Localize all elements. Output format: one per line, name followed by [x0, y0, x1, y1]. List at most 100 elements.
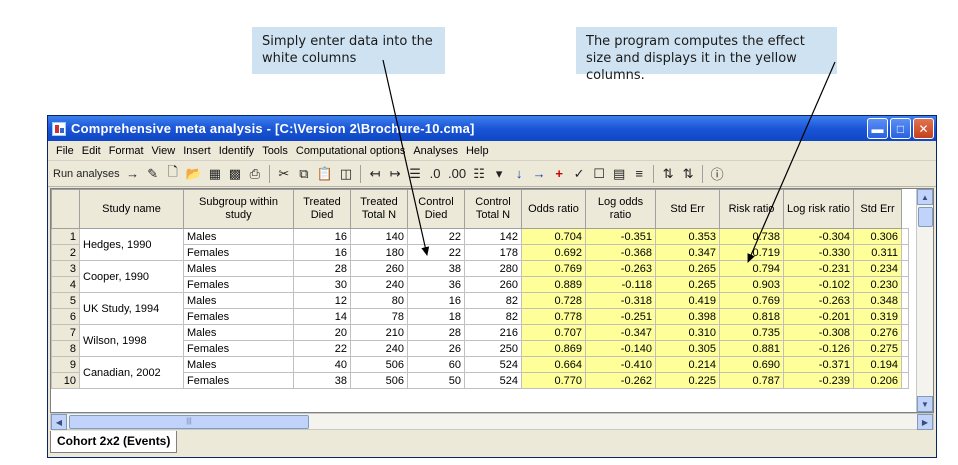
cell-blank[interactable] — [901, 244, 909, 261]
cell-treated-died[interactable]: 30 — [293, 276, 351, 293]
scroll-right-icon[interactable]: ▶ — [917, 414, 933, 430]
cell-blank[interactable] — [901, 340, 909, 357]
cell-log-risk-ratio[interactable]: -0.231 — [783, 260, 854, 277]
tab-cohort-2x2[interactable]: Cohort 2x2 (Events) — [50, 431, 178, 453]
cell-log-odds-ratio[interactable]: -0.118 — [585, 276, 656, 293]
remove-decimals-icon[interactable]: .00 — [448, 166, 467, 181]
cell-odds-ratio[interactable]: 0.769 — [521, 260, 586, 277]
row-number[interactable]: 7 — [51, 324, 80, 341]
cell-std-err[interactable]: 0.347 — [655, 244, 720, 261]
align-icon[interactable]: ≡ — [635, 166, 643, 181]
cell-study-name[interactable]: Cooper, 1990 — [79, 260, 184, 293]
arrow-right-icon[interactable]: → — [126, 166, 140, 181]
cell-risk-ratio[interactable]: 0.735 — [719, 324, 784, 341]
cell-study-name[interactable]: Hedges, 1990 — [79, 228, 184, 261]
plus-icon[interactable]: + — [555, 166, 563, 181]
col-header-std-err[interactable]: Std Err — [655, 189, 720, 229]
cell-treated-total[interactable]: 506 — [350, 356, 408, 373]
add-decimals-icon[interactable]: .0 — [429, 166, 441, 181]
row-number[interactable]: 9 — [51, 356, 80, 373]
cell-subgroup[interactable]: Males — [183, 228, 294, 245]
col-header-control-total[interactable]: Control Total N — [464, 189, 522, 229]
cell-std-err[interactable]: 0.305 — [655, 340, 720, 357]
cell-std-err-2[interactable]: 0.276 — [853, 324, 902, 341]
cell-treated-total[interactable]: 80 — [350, 292, 408, 309]
cell-std-err-2[interactable]: 0.311 — [853, 244, 902, 261]
increase-indent-icon[interactable]: ↦ — [389, 165, 401, 181]
cell-study-name[interactable]: Canadian, 2002 — [79, 356, 184, 389]
cell-log-odds-ratio[interactable]: -0.140 — [585, 340, 656, 357]
cell-control-died[interactable]: 18 — [407, 308, 465, 325]
sort-descending-icon[interactable]: ⇅ — [682, 165, 694, 181]
cell-log-risk-ratio[interactable]: -0.201 — [783, 308, 854, 325]
cell-treated-died[interactable]: 22 — [293, 340, 351, 357]
cell-treated-total[interactable]: 240 — [350, 276, 408, 293]
decrease-indent-icon[interactable]: ↤ — [369, 165, 381, 181]
col-header-std-err-2[interactable]: Std Err — [853, 189, 902, 229]
menu-help[interactable]: Help — [465, 144, 489, 157]
cell-odds-ratio[interactable]: 0.770 — [521, 372, 586, 389]
cell-control-died[interactable]: 36 — [407, 276, 465, 293]
copy-icon[interactable]: ⧉ — [299, 165, 309, 181]
cell-study-name[interactable]: Wilson, 1998 — [79, 324, 184, 357]
cell-subgroup[interactable]: Females — [183, 276, 294, 293]
cell-control-total[interactable]: 142 — [464, 228, 522, 245]
row-number[interactable]: 3 — [51, 260, 80, 277]
cell-control-died[interactable]: 22 — [407, 244, 465, 261]
cell-subgroup[interactable]: Males — [183, 324, 294, 341]
cell-blank[interactable] — [901, 292, 909, 309]
cell-subgroup[interactable]: Females — [183, 244, 294, 261]
cell-control-died[interactable]: 16 — [407, 292, 465, 309]
cell-treated-total[interactable]: 260 — [350, 260, 408, 277]
cell-log-odds-ratio[interactable]: -0.351 — [585, 228, 656, 245]
cell-study-name[interactable]: UK Study, 1994 — [79, 292, 184, 325]
row-number[interactable]: 4 — [51, 276, 80, 293]
cell-risk-ratio[interactable]: 0.881 — [719, 340, 784, 357]
print-icon[interactable]: ⎙ — [249, 165, 261, 181]
cell-treated-died[interactable]: 16 — [293, 244, 351, 261]
cell-treated-died[interactable]: 40 — [293, 356, 351, 373]
open-folder-icon[interactable]: 📂 — [185, 165, 202, 181]
cell-subgroup[interactable]: Females — [183, 372, 294, 389]
cell-risk-ratio[interactable]: 0.794 — [719, 260, 784, 277]
list-icon[interactable]: ▤ — [612, 165, 626, 181]
cell-blank[interactable] — [901, 308, 909, 325]
cell-std-err[interactable]: 0.353 — [655, 228, 720, 245]
cell-control-total[interactable]: 82 — [464, 292, 522, 309]
col-header-treated-total[interactable]: Treated Total N — [350, 189, 408, 229]
cell-blank[interactable] — [901, 276, 909, 293]
cell-treated-total[interactable]: 140 — [350, 228, 408, 245]
sort-ascending-icon[interactable]: ⇅ — [662, 165, 674, 181]
cell-log-odds-ratio[interactable]: -0.410 — [585, 356, 656, 373]
cell-control-total[interactable]: 280 — [464, 260, 522, 277]
outline-icon[interactable]: ☰ — [409, 165, 421, 181]
cell-subgroup[interactable]: Males — [183, 292, 294, 309]
cell-blank[interactable] — [901, 324, 909, 341]
cell-odds-ratio[interactable]: 0.707 — [521, 324, 586, 341]
cell-control-died[interactable]: 50 — [407, 372, 465, 389]
cell-treated-died[interactable]: 28 — [293, 260, 351, 277]
cell-log-risk-ratio[interactable]: -0.102 — [783, 276, 854, 293]
cell-std-err-2[interactable]: 0.275 — [853, 340, 902, 357]
horizontal-scrollbar[interactable]: ◀ ||| ▶ — [50, 413, 934, 430]
cell-std-err-2[interactable]: 0.206 — [853, 372, 902, 389]
close-button[interactable]: ✕ — [913, 118, 934, 139]
box-icon[interactable]: ☐ — [593, 165, 605, 181]
cell-treated-total[interactable]: 180 — [350, 244, 408, 261]
cell-treated-died[interactable]: 20 — [293, 324, 351, 341]
col-header-control-died[interactable]: Control Died — [407, 189, 465, 229]
cell-odds-ratio[interactable]: 0.869 — [521, 340, 586, 357]
cell-treated-died[interactable]: 38 — [293, 372, 351, 389]
dropdown-icon[interactable]: ▾ — [495, 165, 503, 181]
vertical-scroll-thumb[interactable] — [918, 207, 933, 227]
cell-risk-ratio[interactable]: 0.903 — [719, 276, 784, 293]
cell-treated-died[interactable]: 12 — [293, 292, 351, 309]
cell-odds-ratio[interactable]: 0.728 — [521, 292, 586, 309]
cell-log-risk-ratio[interactable]: -0.304 — [783, 228, 854, 245]
cell-control-died[interactable]: 28 — [407, 324, 465, 341]
cell-log-odds-ratio[interactable]: -0.368 — [585, 244, 656, 261]
cell-control-total[interactable]: 524 — [464, 372, 522, 389]
cell-log-risk-ratio[interactable]: -0.263 — [783, 292, 854, 309]
cell-log-odds-ratio[interactable]: -0.347 — [585, 324, 656, 341]
cell-treated-died[interactable]: 16 — [293, 228, 351, 245]
